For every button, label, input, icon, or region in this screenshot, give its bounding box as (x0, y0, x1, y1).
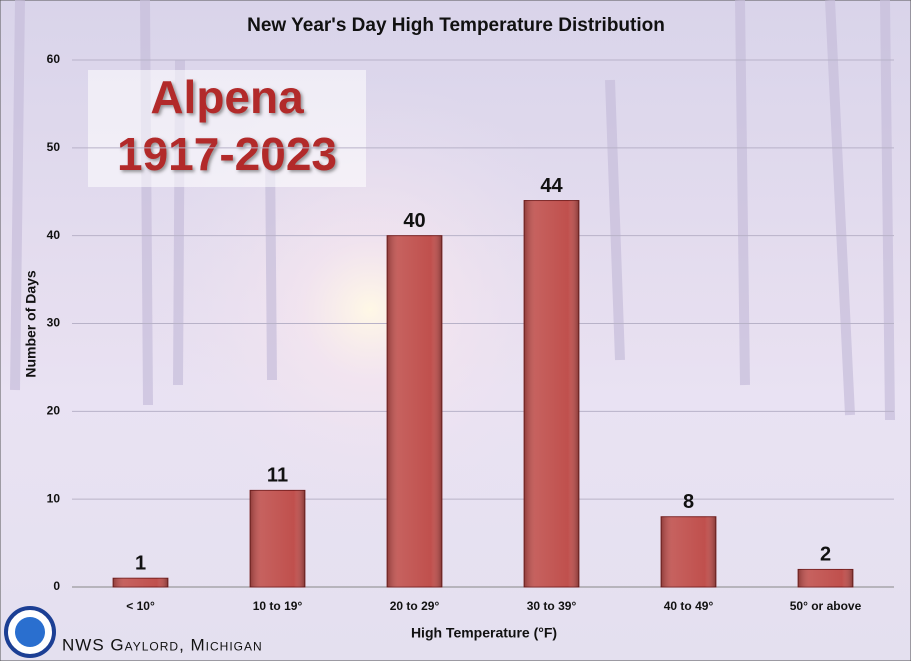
x-tick-label: < 10° (126, 599, 155, 613)
y-tick-label: 30 (47, 316, 61, 330)
y-axis-label: Number of Days (23, 270, 39, 378)
y-tick-label: 10 (47, 491, 61, 505)
annotation: 1917-2023 (117, 128, 337, 180)
nws-logo-inner (15, 617, 45, 647)
annotation: Alpena (150, 71, 304, 123)
bar (112, 577, 169, 588)
data-label: 2 (820, 544, 831, 566)
data-label: 8 (683, 491, 694, 513)
data-label: 44 (540, 175, 563, 197)
y-tick-label: 40 (47, 228, 61, 242)
data-label: 1 (135, 552, 146, 574)
bar (249, 489, 306, 588)
y-tick-label: 60 (47, 52, 61, 66)
trees (10, 0, 895, 421)
bar (523, 200, 580, 588)
x-tick-label: 10 to 19° (253, 599, 303, 613)
bar (386, 235, 443, 588)
x-axis-label: High Temperature (°F) (411, 625, 557, 641)
bar (797, 568, 854, 588)
y-tick-label: 50 (47, 140, 61, 154)
bar (660, 516, 717, 588)
x-tick-label: 50° or above (790, 599, 862, 613)
data-label: 11 (267, 465, 288, 487)
annotation-box (88, 70, 366, 187)
x-tick-label: 40 to 49° (664, 599, 714, 613)
data-label: 40 (403, 210, 425, 232)
x-tick-label: 30 to 39° (527, 599, 577, 613)
footer: NWS Gaylord, Michigan (62, 635, 263, 654)
y-tick-label: 0 (53, 579, 60, 593)
y-tick-label: 20 (47, 404, 61, 418)
x-tick-label: 20 to 29° (390, 599, 440, 613)
chart-title: New Year's Day High Temperature Distribu… (247, 15, 665, 36)
